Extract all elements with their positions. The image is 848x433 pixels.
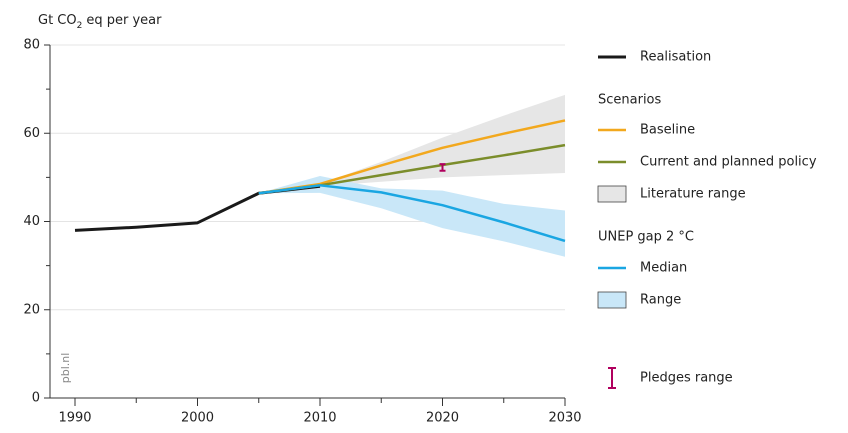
y-label-sub: 2 bbox=[77, 21, 83, 31]
line bbox=[258, 184, 566, 243]
x-tick-label: 2030 bbox=[548, 411, 581, 426]
legend-label: Current and planned policy bbox=[640, 155, 817, 170]
legend-swatch bbox=[597, 291, 627, 309]
y-label-rest: eq per year bbox=[86, 13, 162, 28]
legend-label: Baseline bbox=[640, 123, 695, 138]
range-area bbox=[258, 176, 565, 257]
y-tick-label: 80 bbox=[23, 38, 40, 53]
legend-heading: UNEP gap 2 °C bbox=[598, 230, 694, 245]
y-label-text: Gt CO bbox=[38, 13, 77, 28]
pledge-range bbox=[439, 163, 446, 172]
legend: Realisation Scenarios Baseline Current and … bbox=[597, 50, 817, 389]
x-tick-label: 2010 bbox=[303, 411, 336, 426]
x-tick-label: 2000 bbox=[181, 411, 214, 426]
range-area bbox=[320, 94, 565, 187]
y-tick-label: 40 bbox=[23, 214, 40, 229]
plot-area bbox=[74, 94, 566, 257]
legend-heading: Scenarios bbox=[598, 93, 662, 108]
y-tick-label: 0 bbox=[32, 391, 40, 406]
legend-swatch bbox=[597, 185, 627, 203]
watermark: pbl.nl bbox=[59, 353, 72, 384]
legend-label: Pledges range bbox=[640, 371, 733, 386]
legend-label: Median bbox=[640, 261, 687, 276]
y-tick-label: 20 bbox=[23, 302, 40, 317]
legend-label: Range bbox=[640, 293, 681, 308]
x-tick-label: 1990 bbox=[58, 411, 91, 426]
legend-label: Realisation bbox=[640, 50, 711, 65]
grid bbox=[50, 44, 565, 311]
legend-label: Literature range bbox=[640, 187, 746, 202]
x-tick-label: 2020 bbox=[426, 411, 459, 426]
y-axis-label: Gt CO2 eq per year bbox=[38, 13, 162, 31]
y-tick-label: 60 bbox=[23, 126, 40, 141]
legend-swatch bbox=[608, 367, 616, 389]
